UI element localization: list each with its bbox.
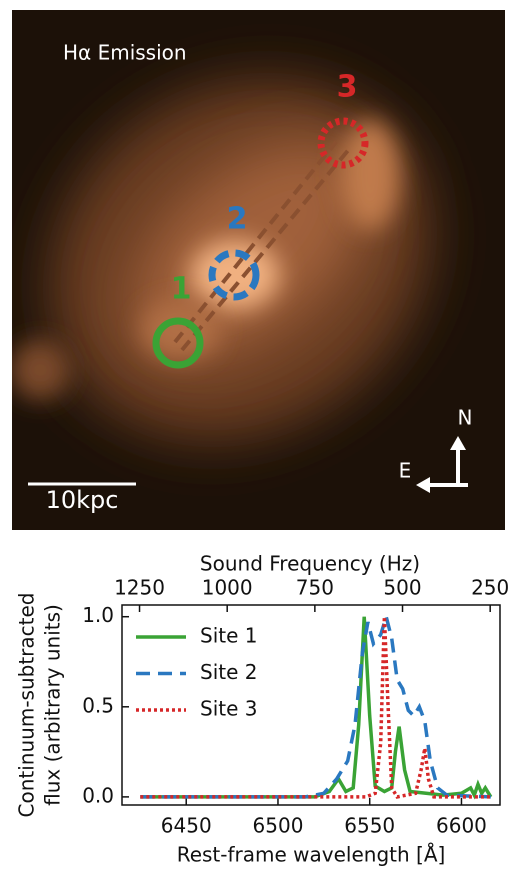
- site-label: 2: [227, 202, 248, 237]
- x-axis-label: Rest-frame wavelength [Å]: [177, 843, 446, 867]
- y-axis-label: Continuum-subtracted: [15, 593, 39, 818]
- series-line: [140, 616, 491, 799]
- connector: [173, 140, 338, 344]
- north-label: N: [458, 406, 473, 430]
- x-tick-label: 6500: [253, 814, 304, 838]
- x2-tick-label: 1250: [114, 576, 165, 600]
- x-tick-label: 6550: [344, 814, 395, 838]
- connector: [180, 146, 352, 352]
- legend-label: Site 3: [200, 697, 257, 721]
- x2-tick-label: 750: [296, 576, 334, 600]
- y-tick-label: 0.5: [82, 693, 114, 717]
- image-title: Hα Emission: [63, 41, 187, 65]
- legend-label: Site 1: [200, 624, 257, 648]
- arrowhead: [450, 436, 466, 450]
- x2-tick-label: 500: [383, 576, 421, 600]
- scale-label: 10kpc: [46, 486, 119, 514]
- y-tick-label: 1.0: [82, 603, 114, 627]
- x2-axis-label: Sound Frequency (Hz): [200, 552, 420, 576]
- x2-tick-label: 250: [471, 576, 509, 600]
- x2-tick-label: 1000: [202, 576, 253, 600]
- site-3-ring: [317, 117, 369, 169]
- axes-frame: [121, 604, 501, 806]
- plot: 6450 6500 6550 6600 1250 1000 750 500 250 0.0 0.5 1…: [82, 576, 509, 838]
- east-label: E: [399, 459, 412, 483]
- series-line: [140, 610, 491, 799]
- y-tick-label: 0.0: [82, 783, 114, 807]
- site-label: 3: [337, 70, 358, 105]
- arrowhead: [416, 477, 430, 493]
- site-1-ring: [152, 317, 204, 369]
- x-tick-label: 6600: [436, 814, 487, 838]
- x-tick-label: 6450: [161, 814, 212, 838]
- y-axis-label: flux (arbitrary units): [41, 604, 65, 806]
- legend-label: Site 2: [200, 660, 257, 684]
- site-2-ring: [208, 249, 260, 301]
- series-line: [140, 616, 493, 800]
- site-label: 1: [171, 272, 192, 307]
